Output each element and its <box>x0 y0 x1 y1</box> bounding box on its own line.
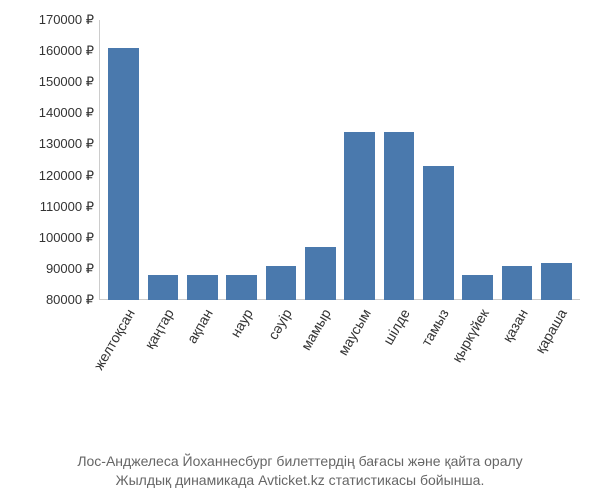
bar-slot <box>379 20 418 300</box>
y-tick-label: 130000 ₽ <box>39 136 94 152</box>
bar <box>305 247 336 300</box>
x-tick-label: қаңтар <box>141 306 177 352</box>
bar-slot <box>222 20 261 300</box>
bar <box>462 275 493 300</box>
x-tick-label: желтоқсан <box>90 306 138 372</box>
x-tick-label: наур <box>227 306 256 340</box>
x-label-slot: қараша <box>537 302 576 422</box>
x-tick-label: шілде <box>380 306 413 347</box>
caption-line-2: Жылдық динамикада Avticket.kz статистика… <box>116 472 485 488</box>
y-tick-label: 150000 ₽ <box>39 74 94 90</box>
x-label-slot: желтоқсан <box>104 302 143 422</box>
bar <box>502 266 533 300</box>
x-label-slot: шілде <box>379 302 418 422</box>
x-tick-label: сәуір <box>265 306 295 342</box>
bar <box>108 48 139 300</box>
x-label-slot: маусым <box>340 302 379 422</box>
x-tick-label: тамыз <box>418 306 452 349</box>
bar-slot <box>183 20 222 300</box>
x-axis: желтоқсанқаңтарақпан наур сәуірмамырмаусым… <box>100 302 580 422</box>
caption-line-1: Лос-Анджелеса Йоханнесбург билеттердің б… <box>77 453 522 469</box>
bar <box>541 263 572 300</box>
bar-slot <box>537 20 576 300</box>
x-label-slot: наур <box>222 302 261 422</box>
y-tick-label: 170000 ₽ <box>39 12 94 28</box>
x-tick-label: қараша <box>532 306 570 356</box>
y-axis: 80000 ₽90000 ₽100000 ₽110000 ₽120000 ₽13… <box>20 20 98 300</box>
bar <box>384 132 415 300</box>
x-label-slot: ақпан <box>183 302 222 422</box>
chart-caption: Лос-Анджелеса Йоханнесбург билеттердің б… <box>0 452 600 490</box>
x-tick-label: қазан <box>499 306 531 345</box>
y-tick-label: 100000 ₽ <box>39 230 94 246</box>
y-tick-label: 160000 ₽ <box>39 43 94 59</box>
bar <box>187 275 218 300</box>
x-tick-label: мамыр <box>298 306 334 353</box>
x-label-slot: мамыр <box>301 302 340 422</box>
bar-slot <box>458 20 497 300</box>
bar <box>148 275 179 300</box>
bar-slot <box>143 20 182 300</box>
bar <box>226 275 257 300</box>
y-tick-label: 110000 ₽ <box>40 199 94 215</box>
y-tick-label: 140000 ₽ <box>39 105 94 121</box>
bar-slot <box>419 20 458 300</box>
plot-area <box>100 20 580 300</box>
bar-slot <box>497 20 536 300</box>
y-tick-label: 120000 ₽ <box>39 168 94 184</box>
x-label-slot: тамыз <box>419 302 458 422</box>
x-tick-label: маусым <box>334 306 373 358</box>
bars-group <box>100 20 580 300</box>
x-label-slot: қаңтар <box>143 302 182 422</box>
bar-slot <box>301 20 340 300</box>
bar <box>344 132 375 300</box>
x-label-slot: қыркүйек <box>458 302 497 422</box>
bar <box>266 266 297 300</box>
bar-slot <box>340 20 379 300</box>
y-tick-label: 80000 ₽ <box>46 292 94 308</box>
y-tick-label: 90000 ₽ <box>46 261 94 277</box>
bar-slot <box>104 20 143 300</box>
price-chart: 80000 ₽ 90000 ₽ 100000 ₽ 110000 ₽ 120000 ₽ 13… <box>20 20 580 440</box>
x-label-slot: қазан <box>497 302 536 422</box>
x-tick-label: ақпан <box>184 306 216 346</box>
x-label-slot: сәуір <box>261 302 300 422</box>
bar <box>423 166 454 300</box>
bar-slot <box>261 20 300 300</box>
